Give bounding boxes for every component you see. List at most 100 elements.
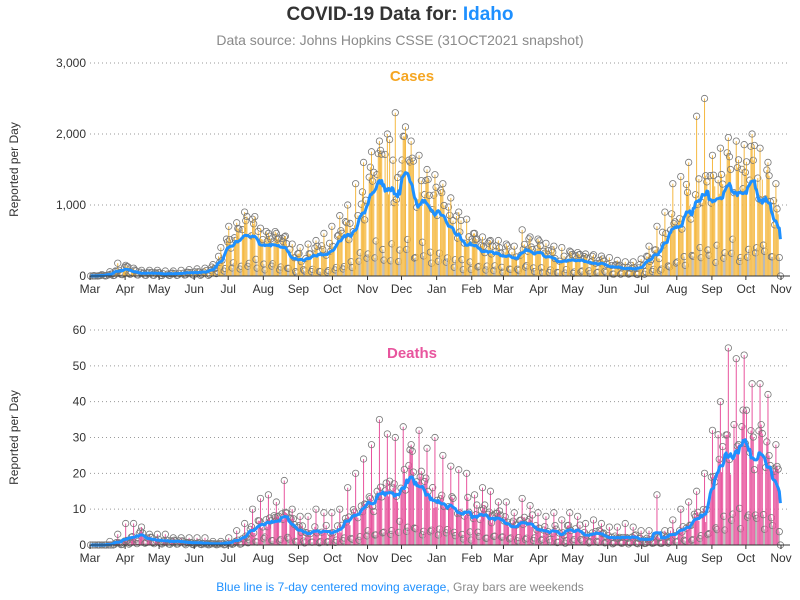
- bar: [281, 238, 283, 276]
- x-tick-label: Apr: [116, 551, 135, 565]
- bar: [605, 542, 607, 545]
- bar: [735, 141, 737, 276]
- bar: [398, 532, 400, 545]
- bar: [633, 535, 635, 545]
- bar: [410, 141, 412, 276]
- bar: [770, 256, 772, 276]
- bar: [602, 258, 604, 276]
- data-point: [262, 227, 270, 236]
- y-axis-label: Reported per Day: [7, 390, 21, 485]
- bar: [710, 477, 712, 545]
- bar: [480, 510, 482, 545]
- data-point: [422, 474, 430, 482]
- bar: [755, 252, 757, 276]
- bar: [526, 265, 528, 276]
- bar: [734, 458, 736, 545]
- bar: [758, 430, 760, 545]
- bar: [270, 520, 272, 545]
- bar: [366, 535, 368, 545]
- bar: [766, 441, 768, 545]
- bar: [397, 177, 399, 276]
- data-point: [409, 157, 418, 165]
- data-point: [241, 208, 249, 216]
- bar: [407, 239, 409, 276]
- x-tick-label: Dec: [391, 282, 412, 296]
- bar: [719, 401, 721, 545]
- bar: [431, 263, 433, 276]
- bar: [776, 208, 778, 276]
- data-point: [747, 427, 755, 435]
- bar: [373, 511, 375, 545]
- bar: [477, 266, 479, 276]
- bar: [275, 502, 277, 545]
- bar: [322, 533, 324, 545]
- data-point: [551, 522, 559, 530]
- bar: [445, 532, 447, 545]
- bar: [391, 243, 393, 276]
- data-point: [447, 194, 455, 202]
- data-point: [724, 133, 732, 142]
- data-point: [439, 180, 447, 188]
- bar: [552, 533, 554, 545]
- chart-panel-cases: 0 1,000 2,000 3,000 Reported per Day Cases Mar…: [7, 56, 792, 296]
- x-tick-label: Jul: [221, 551, 236, 565]
- bar: [699, 247, 701, 276]
- bar: [502, 272, 504, 276]
- data-point: [224, 238, 232, 246]
- bar: [761, 179, 763, 276]
- x-tick-label: Aug: [253, 282, 274, 296]
- bar: [248, 263, 250, 276]
- bar: [572, 541, 574, 545]
- data-point: [423, 165, 431, 174]
- bar: [155, 540, 157, 545]
- data-point: [270, 512, 278, 520]
- bar: [621, 273, 623, 276]
- data-point: [480, 505, 488, 513]
- bar: [381, 496, 383, 545]
- bar: [612, 543, 614, 545]
- bar: [471, 512, 473, 545]
- bar: [401, 160, 403, 276]
- bar: [604, 271, 606, 276]
- bar: [406, 531, 408, 545]
- y-tick-label: 20: [73, 466, 87, 480]
- bar: [312, 542, 314, 545]
- bar: [677, 532, 679, 545]
- bar: [547, 250, 549, 276]
- data-point: [685, 498, 693, 506]
- bar: [480, 245, 482, 276]
- data-point: [250, 220, 258, 228]
- bar: [688, 162, 690, 276]
- bar: [215, 273, 217, 276]
- bar: [570, 530, 572, 545]
- title-prefix: COVID-19 Data for:: [286, 4, 458, 25]
- bar: [360, 204, 362, 276]
- data-point: [742, 158, 751, 166]
- data-point: [724, 344, 732, 352]
- bar: [554, 258, 556, 276]
- bar: [139, 531, 141, 545]
- bar: [692, 256, 694, 276]
- bar: [292, 518, 294, 545]
- bar: [748, 515, 750, 545]
- data-point: [749, 433, 757, 441]
- data-point: [669, 180, 677, 188]
- bar: [306, 533, 308, 545]
- bar: [672, 519, 674, 545]
- bar: [683, 540, 685, 545]
- bar: [719, 148, 721, 276]
- x-tick-label: Oct: [323, 282, 342, 296]
- bar: [583, 256, 585, 276]
- bar: [675, 263, 677, 276]
- bar: [639, 264, 641, 276]
- data-point: [574, 512, 582, 520]
- bar: [442, 455, 444, 545]
- bar: [412, 472, 414, 545]
- bar: [645, 543, 647, 545]
- bar: [614, 265, 616, 276]
- bar: [364, 503, 366, 545]
- bar: [687, 529, 689, 545]
- bar: [615, 264, 617, 276]
- bar: [622, 267, 624, 276]
- data-point: [605, 253, 613, 262]
